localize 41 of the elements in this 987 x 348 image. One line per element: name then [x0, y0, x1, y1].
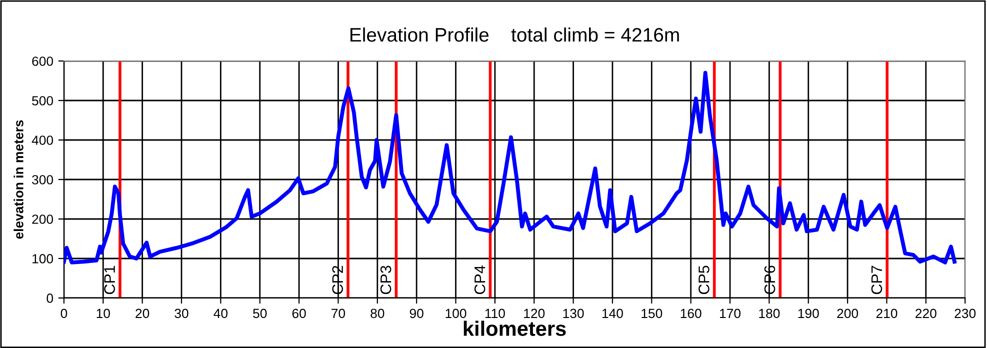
- x-tick-label: 210: [876, 308, 898, 318]
- ref-line-label: CP2: [332, 266, 344, 294]
- x-tick-label: 40: [214, 308, 228, 318]
- x-tick-label: 170: [720, 308, 741, 318]
- ref-line-label: CP7: [871, 266, 882, 294]
- x-tick-label: 90: [410, 308, 424, 318]
- y-tick-label: 300: [32, 175, 54, 184]
- y-axis-title: elevation in meters: [14, 120, 24, 239]
- y-tick-label: 400: [32, 136, 54, 145]
- line-series: [64, 70, 956, 264]
- x-tick-label: 20: [136, 308, 150, 318]
- x-tick-label: 50: [253, 308, 267, 318]
- x-tick-label: 10: [96, 308, 110, 318]
- x-tick-label: 100: [446, 308, 466, 318]
- x-tick-label: 60: [292, 308, 306, 318]
- ref-line-label: CP1: [104, 266, 116, 294]
- x-tick-label: 120: [524, 308, 545, 318]
- y-tick-label: 500: [32, 96, 54, 106]
- x-tick-label: 190: [798, 308, 819, 318]
- x-tick-label: 0: [60, 308, 68, 318]
- x-axis-title: kilometers: [464, 320, 566, 336]
- y-tick-label: 200: [32, 214, 54, 224]
- x-tick-label: 160: [680, 308, 702, 318]
- x-tick-label: 80: [370, 308, 384, 318]
- x-tick-label: 150: [642, 308, 662, 318]
- y-tick-label: 0: [46, 294, 54, 303]
- x-tick-label: 70: [332, 308, 346, 318]
- x-tick-label: 230: [954, 308, 976, 318]
- ref-line-label: CP4: [474, 266, 486, 294]
- x-tick-label: 180: [759, 308, 780, 318]
- y-tick-label: 600: [32, 56, 54, 66]
- ref-line-label: CP3: [380, 266, 392, 294]
- x-tick-label: 30: [174, 308, 188, 318]
- y-tick-label: 100: [32, 254, 54, 264]
- x-tick-label: 130: [563, 308, 584, 318]
- ref-line-label: CP5: [698, 266, 710, 294]
- x-tick-label: 200: [837, 308, 858, 318]
- chart-title: Elevation Profile total climb = 4216m: [350, 27, 679, 42]
- x-tick-label: 220: [916, 308, 936, 318]
- x-tick-label: 140: [602, 308, 623, 318]
- x-tick-label: 110: [485, 308, 505, 318]
